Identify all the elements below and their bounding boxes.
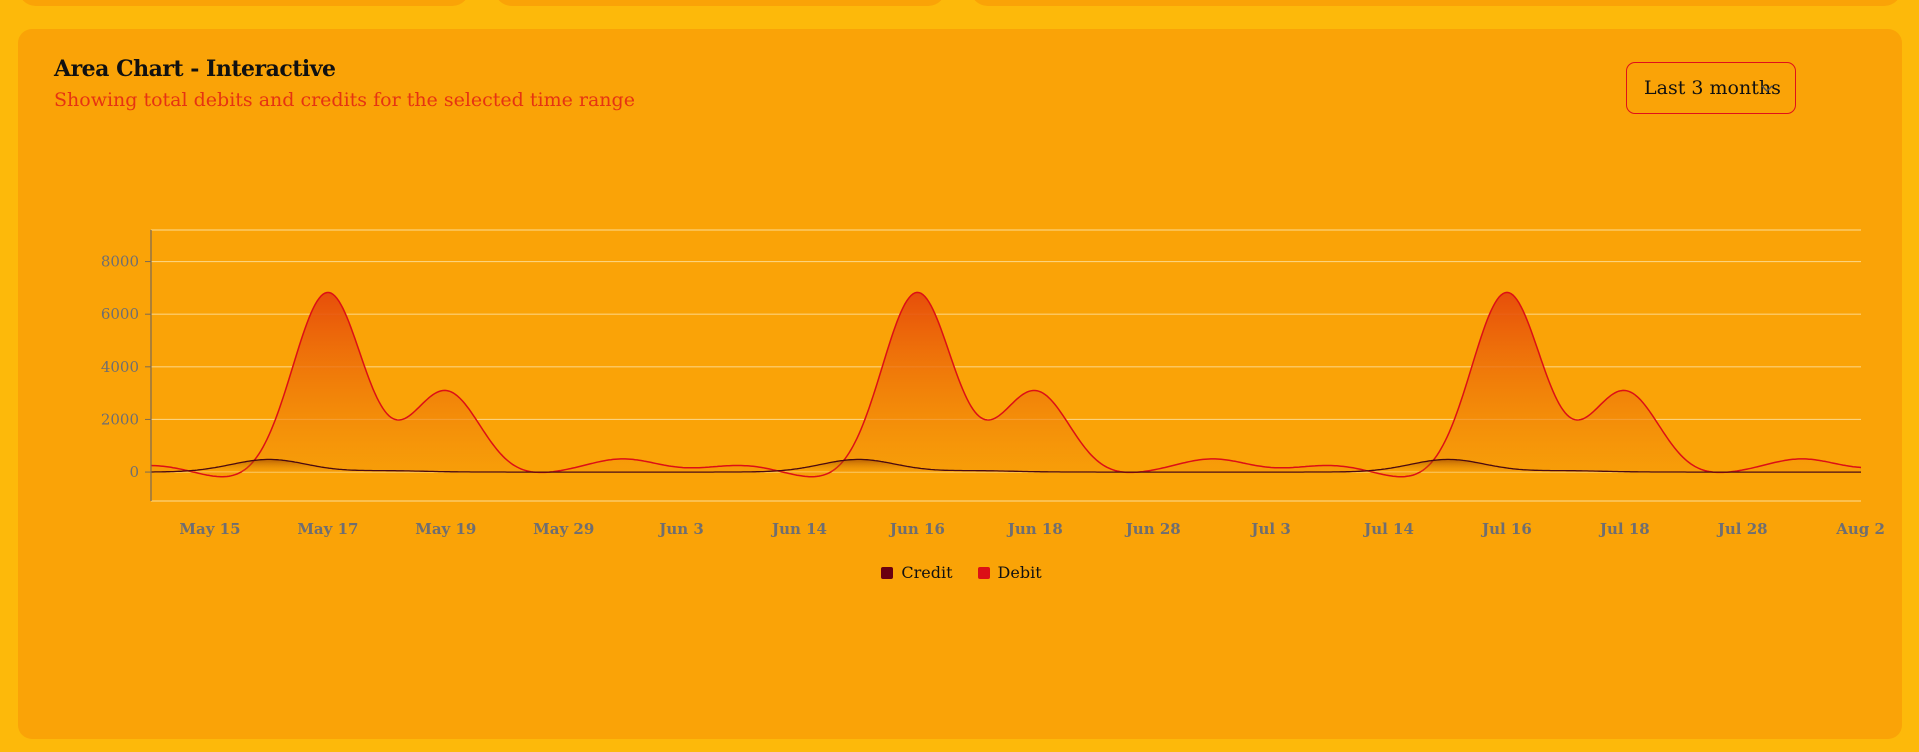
x-tick-label: Jun 28 bbox=[1124, 520, 1181, 538]
legend-item-credit[interactable]: Credit bbox=[881, 563, 953, 582]
x-tick-label: Jun 14 bbox=[770, 520, 827, 538]
y-tick-label: 2000 bbox=[101, 410, 139, 428]
area-chart: 0 2000 4000 6000 8000 May 15 May 17 May 19 May 2… bbox=[101, 229, 1885, 538]
summary-card bbox=[970, 0, 1902, 6]
card-title: Area Chart - Interactive bbox=[54, 56, 336, 82]
x-tick-label: Jun 16 bbox=[888, 520, 945, 538]
card-subtitle: Showing total debits and credits for the… bbox=[54, 89, 635, 111]
y-tick-label: 8000 bbox=[101, 253, 139, 271]
debit-area bbox=[151, 292, 1861, 477]
x-tick-label: Jun 3 bbox=[657, 520, 704, 538]
time-range-value: Last 3 months bbox=[1644, 77, 1781, 99]
chevron-down-icon bbox=[1759, 79, 1775, 101]
x-tick-label: May 29 bbox=[533, 520, 594, 538]
x-tick-label: May 19 bbox=[415, 520, 476, 538]
debit-line bbox=[150, 291, 1862, 478]
debit-swatch bbox=[977, 566, 990, 579]
chart-legend: Credit Debit bbox=[18, 563, 1902, 582]
summary-card bbox=[18, 0, 470, 6]
y-tick-label: 6000 bbox=[101, 305, 139, 323]
credit-line bbox=[151, 458, 1861, 473]
x-tick-label: May 15 bbox=[179, 520, 240, 538]
x-tick-label: Jul 14 bbox=[1362, 520, 1414, 538]
x-tick-label: Jul 16 bbox=[1480, 520, 1532, 538]
area-chart-card: Area Chart - Interactive Showing total d… bbox=[18, 29, 1902, 739]
credit-swatch bbox=[881, 566, 894, 579]
x-tick-label: Jul 18 bbox=[1598, 520, 1650, 538]
legend-label: Debit bbox=[997, 563, 1042, 582]
x-tick-label: May 17 bbox=[297, 520, 358, 538]
y-tick-label: 4000 bbox=[101, 358, 139, 376]
time-range-select[interactable]: Last 3 months bbox=[1626, 62, 1796, 114]
y-tick-label: 0 bbox=[129, 463, 139, 481]
x-tick-label: Jul 3 bbox=[1249, 520, 1290, 538]
x-tick-label: Jun 18 bbox=[1006, 520, 1063, 538]
credit-area bbox=[151, 459, 1861, 473]
x-tick-label: Aug 2 bbox=[1835, 520, 1885, 538]
legend-label: Credit bbox=[901, 563, 953, 582]
summary-card bbox=[494, 0, 946, 6]
x-tick-label: Jul 28 bbox=[1716, 520, 1768, 538]
legend-item-debit[interactable]: Debit bbox=[977, 563, 1042, 582]
